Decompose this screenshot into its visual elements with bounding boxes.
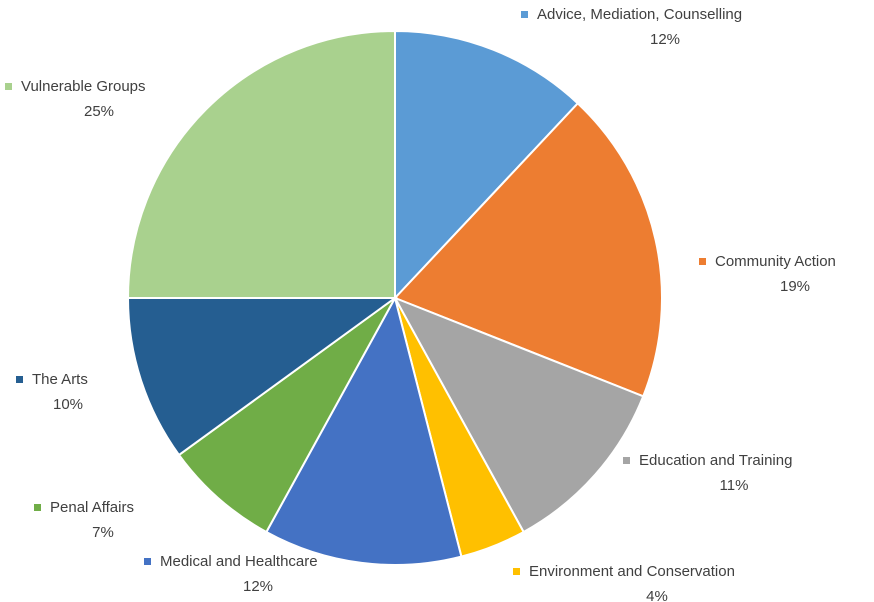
value-label: 7% <box>92 524 114 541</box>
value-label: 11% <box>720 477 749 494</box>
value-label: 10% <box>53 396 83 413</box>
slice-label: Medical and Healthcare <box>160 553 318 570</box>
slice-label: Advice, Mediation, Counselling <box>537 6 742 23</box>
slice-label: Penal Affairs <box>50 499 134 516</box>
value-label: 4% <box>646 588 668 602</box>
legend-marker <box>699 258 706 265</box>
slice-label: Vulnerable Groups <box>21 78 146 95</box>
value-label: 12% <box>243 578 273 595</box>
pie-slice <box>393 101 663 398</box>
pie-slice <box>126 297 399 457</box>
legend-marker <box>144 558 151 565</box>
legend-marker <box>513 568 520 575</box>
legend-marker <box>521 11 528 18</box>
pie-slice <box>177 297 396 534</box>
pie-slice <box>265 295 463 566</box>
value-label: 25% <box>84 103 114 120</box>
legend-marker <box>16 376 23 383</box>
pie-slice <box>392 296 645 534</box>
legend-marker <box>623 457 630 464</box>
slice-label: Community Action <box>715 253 836 270</box>
pie-slice <box>126 29 396 299</box>
value-label: 12% <box>650 31 680 48</box>
legend-marker <box>5 83 12 90</box>
legend-marker <box>34 504 41 511</box>
value-label: 19% <box>780 278 810 295</box>
slice-label: Education and Training <box>639 452 792 469</box>
slice-label: The Arts <box>32 371 88 388</box>
pie-slice <box>394 29 580 301</box>
slice-label: Environment and Conservation <box>529 563 735 580</box>
